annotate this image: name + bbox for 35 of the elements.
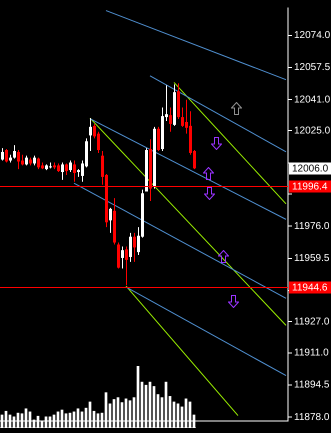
- y-tick-label: 12057.5: [294, 62, 331, 74]
- candlestick: [129, 232, 132, 262]
- candlestick: [5, 148, 8, 163]
- candlestick: [169, 107, 172, 132]
- candlestick: [61, 162, 64, 180]
- ref-line-label: 11996.4: [292, 181, 328, 192]
- candlestick: [33, 155, 36, 166]
- candlestick: [17, 150, 20, 170]
- candlestick: [69, 160, 72, 173]
- candlestick: [125, 246, 128, 286]
- candlestick: [21, 154, 24, 166]
- candlestick: [117, 242, 120, 269]
- y-tick-label: 11959.5: [294, 253, 330, 264]
- y-tick-label: 11878.0: [294, 412, 330, 423]
- candlestick: [25, 155, 28, 166]
- candlestick: [65, 162, 68, 176]
- candlestick: [181, 107, 184, 128]
- y-tick-label: 12041.0: [294, 94, 331, 106]
- candlestick: [109, 207, 112, 234]
- y-tick-label: 12025.0: [294, 125, 331, 136]
- text: 12006.0: [292, 163, 329, 174]
- candlestick: [89, 118, 92, 152]
- y-tick-label: 11911.0: [294, 348, 330, 359]
- candlestick: [1, 148, 4, 162]
- candlestick: [37, 157, 40, 170]
- y-tick-label: 11894.5: [294, 380, 330, 391]
- candlestick: [13, 144, 16, 160]
- y-tick-label: 11976.0: [294, 220, 330, 232]
- candlestick: [133, 232, 136, 262]
- candlestick: [73, 160, 76, 182]
- candlestick: [121, 246, 124, 269]
- ref-line-label: 11944.6: [292, 282, 328, 294]
- y-tick-label: 11927.0: [294, 316, 330, 328]
- candlestick: [157, 126, 160, 152]
- y-tick-label: 12074.0: [294, 30, 331, 42]
